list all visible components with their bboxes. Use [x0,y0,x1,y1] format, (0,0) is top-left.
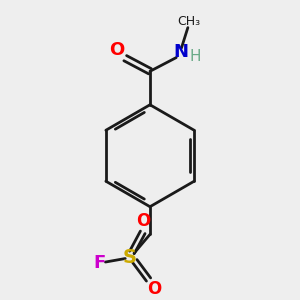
Text: N: N [173,44,188,62]
Text: F: F [93,254,105,272]
Text: H: H [190,49,202,64]
Text: O: O [110,41,125,59]
Text: S: S [123,248,136,267]
Text: O: O [136,212,150,230]
Text: O: O [147,280,161,298]
Text: CH₃: CH₃ [177,15,200,28]
